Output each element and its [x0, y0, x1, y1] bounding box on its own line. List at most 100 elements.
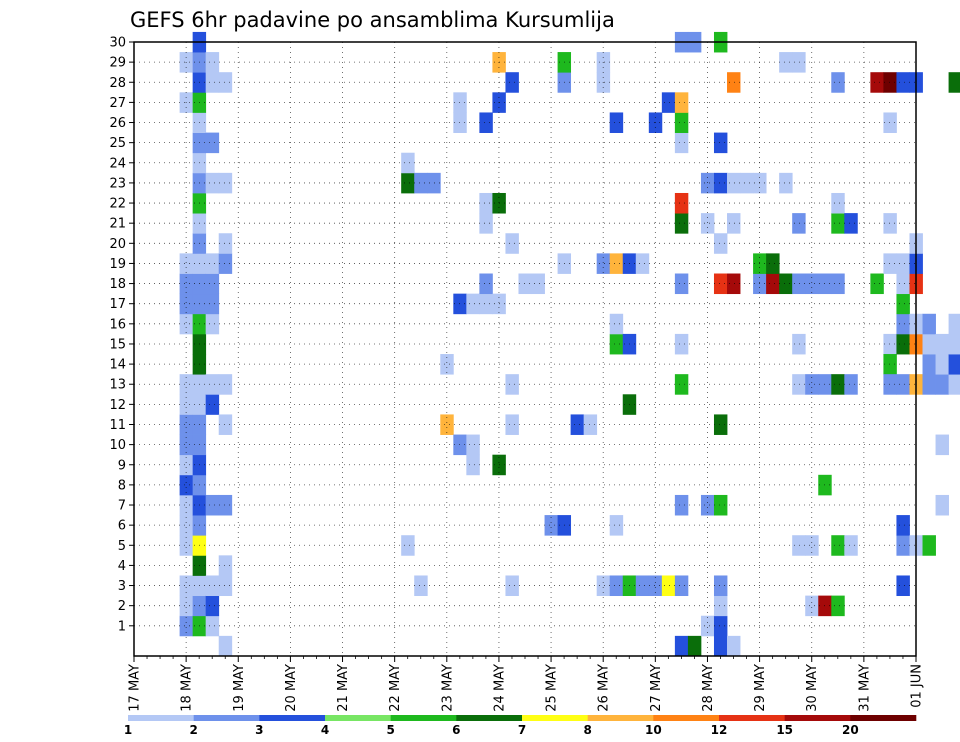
- heatmap-cell: [792, 52, 806, 73]
- heatmap-cell: [713, 494, 728, 516]
- heatmap-cell: [792, 535, 806, 556]
- heatmap-cell: [935, 434, 949, 456]
- heatmap-cell: [935, 354, 949, 375]
- colorbar-label: 4: [321, 723, 329, 737]
- heatmap-cell: [401, 172, 415, 194]
- x-tick-label: 22 MAY: [388, 664, 403, 712]
- heatmap-cell: [948, 72, 960, 93]
- heatmap-cell: [883, 213, 897, 234]
- heatmap-cell: [805, 595, 819, 617]
- heatmap-cell: [635, 575, 650, 597]
- heatmap-cell: [205, 72, 220, 93]
- x-tick-label: 23 MAY: [440, 664, 455, 712]
- x-tick-label: 21 MAY: [336, 664, 351, 712]
- heatmap-cell: [635, 253, 650, 274]
- heatmap-cell: [779, 52, 793, 73]
- y-tick-label: 27: [109, 96, 126, 111]
- heatmap-cell: [453, 112, 467, 133]
- heatmap-cell: [922, 313, 936, 335]
- heatmap-cell: [466, 454, 480, 476]
- heatmap-cell: [505, 72, 519, 93]
- heatmap-cell: [935, 374, 949, 395]
- heatmap-cell: [544, 515, 558, 536]
- heatmap-cell: [205, 313, 220, 335]
- y-tick-label: 11: [109, 418, 126, 433]
- heatmap-cell: [596, 575, 611, 597]
- heatmap-cell: [609, 575, 624, 597]
- heatmap-cell: [661, 92, 676, 113]
- heatmap-cell: [414, 575, 428, 597]
- colorbar-segment: [850, 715, 917, 721]
- heatmap-cell: [922, 354, 936, 375]
- heatmap-cell: [831, 595, 845, 617]
- heatmap-cell: [713, 595, 728, 617]
- colorbar-legend: 1 2 3 4 5 6 7 8 10 12 15 20: [124, 715, 917, 737]
- heatmap-cell: [779, 172, 793, 194]
- heatmap-cell: [896, 575, 910, 597]
- heatmap-cell: [218, 494, 233, 516]
- y-tick-label: 9: [118, 458, 126, 473]
- heatmap-cell: [205, 494, 220, 516]
- heatmap-cell: [453, 92, 467, 113]
- heatmap-cell: [179, 575, 194, 597]
- heatmap-cell: [609, 313, 624, 335]
- heatmap-cell: [179, 595, 194, 617]
- heatmap-cell: [896, 374, 910, 395]
- heatmap-cell: [205, 394, 220, 415]
- y-tick-label: 14: [109, 358, 126, 373]
- heatmap-cell: [805, 273, 819, 295]
- heatmap-cell: [896, 313, 910, 335]
- heatmap-cell: [479, 192, 493, 214]
- y-tick-label: 26: [109, 116, 126, 131]
- heatmap-cell: [179, 374, 194, 395]
- heatmap-cell: [740, 172, 754, 194]
- heatmap-cell: [505, 414, 519, 435]
- heatmap-cell: [661, 575, 676, 597]
- heatmap-cell: [727, 635, 741, 657]
- heatmap-cell: [205, 293, 220, 315]
- heatmap-cell: [648, 575, 663, 597]
- heatmap-cell: [766, 273, 780, 295]
- x-tick-label: 24 MAY: [492, 664, 507, 712]
- colorbar-label: 6: [452, 723, 460, 737]
- x-tick-label: 27 MAY: [649, 664, 664, 712]
- heatmap-cell: [609, 333, 624, 355]
- heatmap-cell: [427, 172, 441, 194]
- x-tick-label: 19 MAY: [232, 664, 247, 712]
- heatmap-cell: [831, 535, 845, 556]
- heatmap-cell: [792, 374, 806, 395]
- colorbar-segment: [259, 715, 326, 721]
- heatmap-cell: [205, 172, 220, 194]
- heatmap-cell: [674, 333, 689, 355]
- heatmap-cell: [205, 575, 220, 597]
- heatmap-cell: [218, 555, 233, 576]
- heatmap-cell: [674, 374, 689, 395]
- y-tick-label: 29: [109, 56, 126, 71]
- heatmap-cell: [674, 635, 689, 657]
- y-tick-label: 24: [109, 156, 126, 171]
- heatmap-cell: [505, 374, 519, 395]
- heatmap-cell: [674, 575, 689, 597]
- heatmap-cell: [922, 535, 936, 556]
- heatmap-cell: [179, 253, 194, 274]
- heatmap-cell: [205, 595, 220, 617]
- heatmap-cell: [218, 72, 233, 93]
- heatmap-cell: [674, 92, 689, 113]
- heatmap-cell: [179, 394, 194, 415]
- heatmap-cell: [896, 333, 910, 355]
- heatmap-cell: [844, 535, 858, 556]
- heatmap-cell: [218, 253, 233, 274]
- heatmap-cell: [948, 354, 960, 375]
- heatmap-cell: [870, 273, 884, 295]
- y-tick-label: 23: [109, 176, 126, 191]
- x-tick-label: 01 JUN: [910, 664, 925, 708]
- heatmap-cell: [896, 293, 910, 315]
- colorbar-label: 3: [255, 723, 263, 737]
- colorbar-label: 20: [842, 723, 859, 737]
- colorbar-segment: [193, 715, 260, 721]
- y-tick-label: 16: [109, 317, 126, 332]
- colorbar-label: 10: [645, 723, 662, 737]
- heatmap-cell: [218, 575, 233, 597]
- colorbar-label: 8: [583, 723, 591, 737]
- heatmap-cell: [935, 333, 949, 355]
